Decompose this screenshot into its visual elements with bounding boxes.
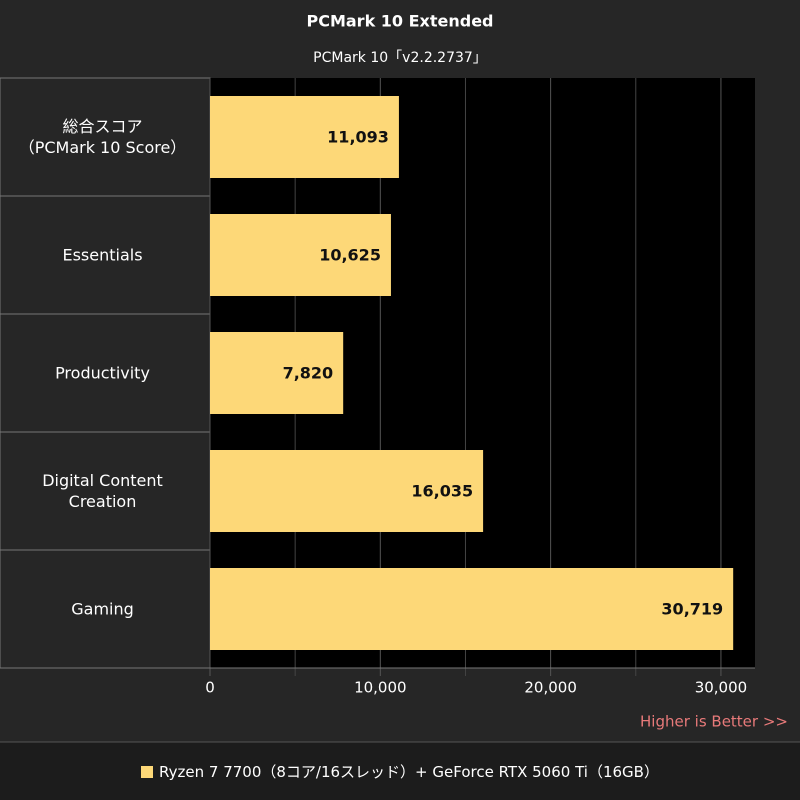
legend-label: Ryzen 7 7700（8コア/16スレッド）+ GeForce RTX 50…: [159, 763, 659, 781]
bar: [210, 214, 391, 296]
x-tick-label: 0: [205, 679, 215, 697]
row-panel: [0, 313, 211, 433]
x-tick-label: 10,000: [354, 679, 407, 697]
bar: [210, 332, 344, 414]
x-tick-label: 20,000: [524, 679, 577, 697]
chart-title: PCMark 10 Extended: [306, 12, 493, 31]
x-tick-label: 30,000: [695, 679, 748, 697]
row-panel: [0, 77, 211, 197]
value-label: 10,625: [319, 246, 381, 265]
row-panel: [0, 431, 211, 551]
value-label: 16,035: [411, 482, 473, 501]
bar: [210, 450, 484, 532]
legend-swatch: [141, 766, 154, 778]
category-label: Digital Content Creation: [42, 471, 163, 511]
value-label: 11,093: [327, 128, 389, 147]
category-label: 総合スコア （PCMark 10 Score）: [18, 117, 187, 157]
value-label: 30,719: [661, 600, 723, 619]
legend-band: [0, 742, 800, 800]
chart-subtitle: PCMark 10「v2.2.2737」: [313, 50, 487, 66]
row-panel: [0, 549, 211, 669]
row-panel: [0, 195, 211, 315]
category-label: Productivity: [55, 363, 150, 383]
value-label: 7,820: [283, 364, 334, 383]
annotation: Higher is Better >>: [640, 713, 788, 731]
category-label: Essentials: [62, 245, 143, 265]
legend: Ryzen 7 7700（8コア/16スレッド）+ GeForce RTX 50…: [0, 761, 800, 782]
bar: [210, 96, 399, 178]
category-label: Gaming: [71, 599, 134, 619]
bar: [210, 568, 734, 650]
